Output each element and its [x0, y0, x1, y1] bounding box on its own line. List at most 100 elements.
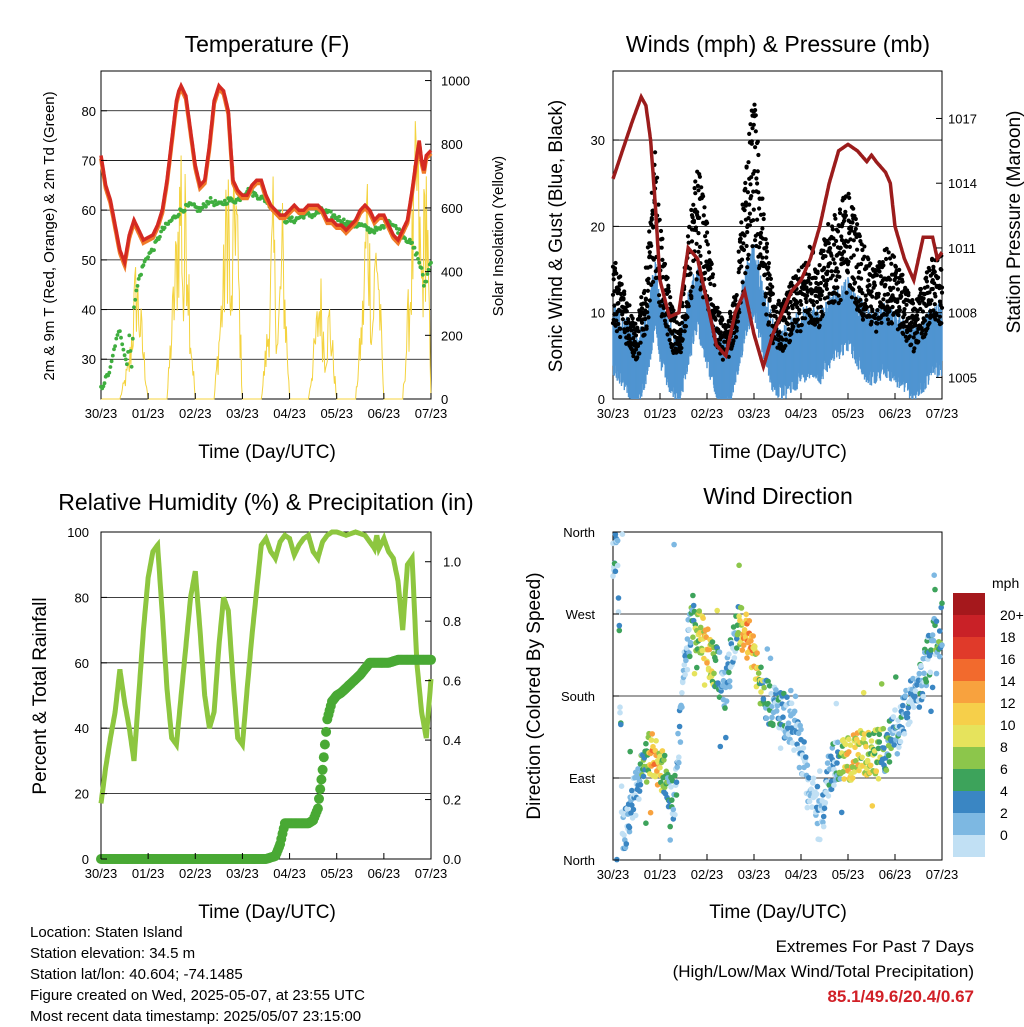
direction-point [673, 792, 680, 798]
wind-gust-point [891, 254, 897, 259]
wind-gust-point [840, 256, 845, 261]
direction-point [617, 704, 623, 710]
wind-gust-point [927, 268, 932, 273]
wind-gust-point [655, 175, 660, 180]
wind-gust-point [853, 216, 858, 222]
wind-gust-point [848, 237, 853, 242]
wind-gust-point [814, 311, 819, 316]
wind-gust-point [747, 202, 752, 207]
direction-point [647, 809, 654, 816]
direction-point [736, 613, 742, 620]
wind-gust-point [701, 213, 706, 218]
humidity-xtick-tick-label: 02/23 [179, 866, 212, 881]
temperature-xtick-tick-label: 06/23 [368, 406, 401, 421]
wind-gust-point [758, 252, 763, 257]
wind-gust-point [644, 324, 649, 329]
direction-point [791, 747, 797, 753]
wind-gust-point [780, 337, 785, 342]
direction-point [939, 600, 945, 606]
temperature-xtick-tick-label: 03/23 [226, 406, 259, 421]
wind-gust-point [864, 266, 869, 271]
wind-gust-point [817, 263, 822, 268]
wind-gust-point [703, 234, 708, 239]
wind-gust-point [635, 355, 640, 360]
wind-gust-point [616, 301, 621, 306]
wind-gust-point [649, 282, 654, 287]
direction-point [723, 734, 729, 741]
direction-point [739, 647, 746, 653]
precip-ytick-label: 0.2 [443, 793, 461, 808]
wind-gust-point [838, 245, 843, 250]
wind-gust-point [834, 266, 839, 271]
direction-point [928, 708, 934, 715]
wind-gust-point [627, 303, 632, 308]
wind-gust-point [924, 275, 929, 280]
direction-point [686, 626, 692, 633]
wind-gust-point [846, 259, 851, 264]
wind-gust-point [639, 306, 645, 311]
direction-point [868, 738, 875, 744]
winds-xtick-tick-label: 04/23 [785, 406, 818, 421]
direction-point [649, 731, 655, 737]
direction-point [643, 779, 650, 785]
wind-gust-point [747, 131, 752, 136]
wind-gust-point [649, 215, 654, 221]
wind-gust-point [753, 145, 758, 150]
humidity-ytick-label: 40 [75, 721, 89, 736]
direction-point [825, 793, 832, 799]
wind-gust-point [610, 292, 616, 297]
wind-gust-point [901, 331, 906, 336]
direction-point [840, 768, 847, 775]
solar-ytick-label: 600 [441, 201, 463, 216]
direction-title: Wind Direction [703, 483, 853, 509]
direction-point [788, 700, 795, 707]
wind-gust-point [761, 212, 766, 217]
wind-gust-point [745, 256, 751, 261]
wind-gust-point [761, 216, 766, 222]
wind-gust-point [789, 331, 794, 336]
wind-gust-point [765, 276, 770, 281]
humidity-xtick-tick-label: 30/23 [85, 866, 118, 881]
precipitation-point [318, 752, 329, 763]
direction-point [929, 632, 936, 638]
wind-gust-point [815, 271, 820, 276]
wind-gust-point [851, 238, 856, 243]
wind-gust-point [907, 334, 912, 339]
direction-point [701, 682, 708, 688]
dewpoint-point [176, 212, 181, 217]
wind-gust-point [860, 247, 865, 253]
direction-point [714, 607, 720, 614]
direction-point [652, 773, 659, 780]
dewpoint-point [233, 200, 238, 205]
wind-gust-point [875, 321, 880, 326]
direction-point [781, 690, 787, 697]
solar-ytick-label: 200 [441, 328, 463, 343]
dewpoint-point [337, 214, 341, 219]
direction-point [897, 738, 904, 745]
dewpoint-point [110, 353, 115, 358]
direction-point [875, 776, 882, 782]
direction-point [632, 812, 639, 819]
temperature-ytick-label: 60 [82, 203, 96, 218]
direction-point [842, 741, 849, 748]
pressure-ytick-label: 1005 [948, 370, 977, 385]
direction-point [676, 723, 683, 730]
wind-gust-point [693, 191, 698, 196]
wind-gust-point [757, 206, 762, 211]
wind-gust-point [915, 317, 920, 322]
wind-gust-point [749, 175, 754, 180]
wind-gust-point [773, 305, 778, 310]
wind-gust-point [643, 296, 649, 301]
wind-gust-point [807, 307, 812, 312]
legend-title: mph [992, 575, 1019, 591]
direction-point [810, 775, 817, 782]
direction-point [653, 738, 659, 744]
direction-point [784, 725, 791, 731]
wind-gust-point [745, 190, 751, 195]
legend-label: 4 [1000, 783, 1008, 799]
wind-gust-point [859, 261, 864, 267]
station-info: Location: Staten Island Station elevatio… [30, 922, 365, 1027]
direction-point [910, 675, 916, 682]
direction-point [716, 649, 723, 655]
dewpoint-point [101, 384, 106, 389]
